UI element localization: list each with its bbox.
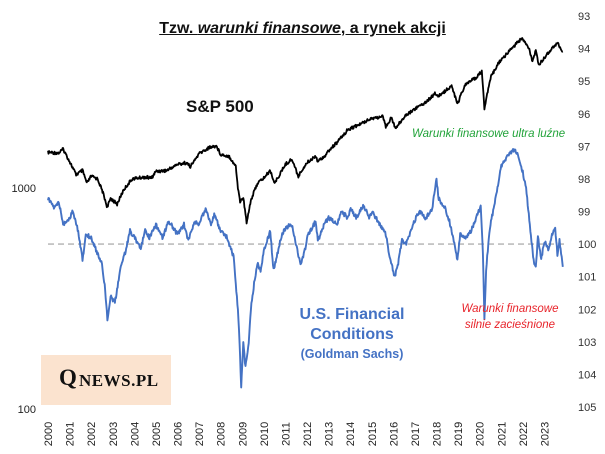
- title-prefix: Tzw.: [159, 20, 198, 37]
- chart-title: Tzw. warunki finansowe, a rynek akcji: [0, 20, 605, 38]
- right-axis: 93 94 95 96 97 98 99 100 101 102 103 104 105: [578, 11, 596, 414]
- x-tick-label: 2009: [237, 422, 249, 446]
- x-tick-label: 2019: [453, 422, 465, 446]
- x-tick-label: 2001: [65, 422, 77, 446]
- right-tick-label: 102: [578, 304, 596, 316]
- right-tick-label: 99: [578, 207, 590, 219]
- fci-label-line3: (Goldman Sachs): [300, 347, 404, 361]
- right-tick-label: 104: [578, 369, 596, 381]
- x-tick-label: 2000: [43, 422, 55, 446]
- logo-q: Q: [59, 365, 77, 390]
- right-tick-label: 97: [578, 141, 590, 153]
- x-tick-label: 2006: [173, 422, 185, 446]
- right-tick-label: 100: [578, 239, 596, 251]
- x-tick-label: 2002: [86, 422, 98, 446]
- x-tick-label: 2004: [129, 422, 141, 446]
- x-tick-label: 2014: [345, 422, 357, 446]
- x-tick-label: 2012: [302, 422, 314, 446]
- fci-line: [47, 148, 564, 389]
- x-tick-label: 2017: [410, 422, 422, 446]
- qnews-logo: Q NEWS.PL: [41, 355, 171, 405]
- left-tick-label: 100: [18, 404, 36, 416]
- x-tick-label: 2011: [280, 422, 292, 446]
- x-tick-label: 2007: [194, 422, 206, 446]
- x-tick-label: 2015: [367, 422, 379, 446]
- x-tick-label: 2018: [432, 422, 444, 446]
- x-tick-label: 2021: [496, 422, 508, 446]
- right-tick-label: 103: [578, 337, 596, 349]
- x-tick-label: 2008: [216, 422, 228, 446]
- tight-conditions-annotation: Warunki finansowe silnie zacieśnione: [448, 302, 572, 333]
- x-tick-label: 2013: [324, 422, 336, 446]
- x-tick-label: 2003: [108, 422, 120, 446]
- left-tick-label: 1000: [12, 183, 36, 195]
- right-tick-label: 105: [578, 402, 596, 414]
- left-axis: 1000 100: [12, 183, 36, 416]
- sp500-line: [47, 37, 564, 225]
- x-tick-label: 2010: [259, 422, 271, 446]
- right-tick-label: 101: [578, 272, 596, 284]
- x-tick-label: 2023: [539, 422, 551, 446]
- loose-conditions-annotation: Warunki finansowe ultra luźne: [412, 128, 566, 140]
- series-layer: [47, 37, 564, 389]
- right-tick-label: 96: [578, 109, 590, 121]
- tight-line2: silnie zacieśnione: [464, 318, 556, 331]
- right-tick-label: 98: [578, 174, 590, 186]
- x-tick-label: 2020: [475, 422, 487, 446]
- fci-label-line1: U.S. Financial: [299, 306, 405, 323]
- logo-text: NEWS.PL: [79, 371, 159, 390]
- right-tick-label: 94: [578, 44, 590, 56]
- right-tick-label: 93: [578, 11, 590, 23]
- right-tick-label: 95: [578, 76, 590, 88]
- x-tick-label: 2022: [518, 422, 530, 446]
- x-tick-label: 2016: [388, 422, 400, 446]
- sp500-label: S&P 500: [186, 97, 254, 116]
- title-italic: warunki finansowe: [197, 20, 341, 37]
- x-tick-label: 2005: [151, 422, 163, 446]
- fci-label-line2: Conditions: [310, 326, 394, 343]
- fci-label: U.S. Financial Conditions (Goldman Sachs…: [282, 305, 422, 363]
- tight-line1: Warunki finansowe: [461, 303, 559, 315]
- x-axis: 2000 2001 2002 2003 2004 2005 2006 2007 2008 2009…: [43, 422, 551, 446]
- title-suffix: , a rynek akcji: [340, 20, 446, 37]
